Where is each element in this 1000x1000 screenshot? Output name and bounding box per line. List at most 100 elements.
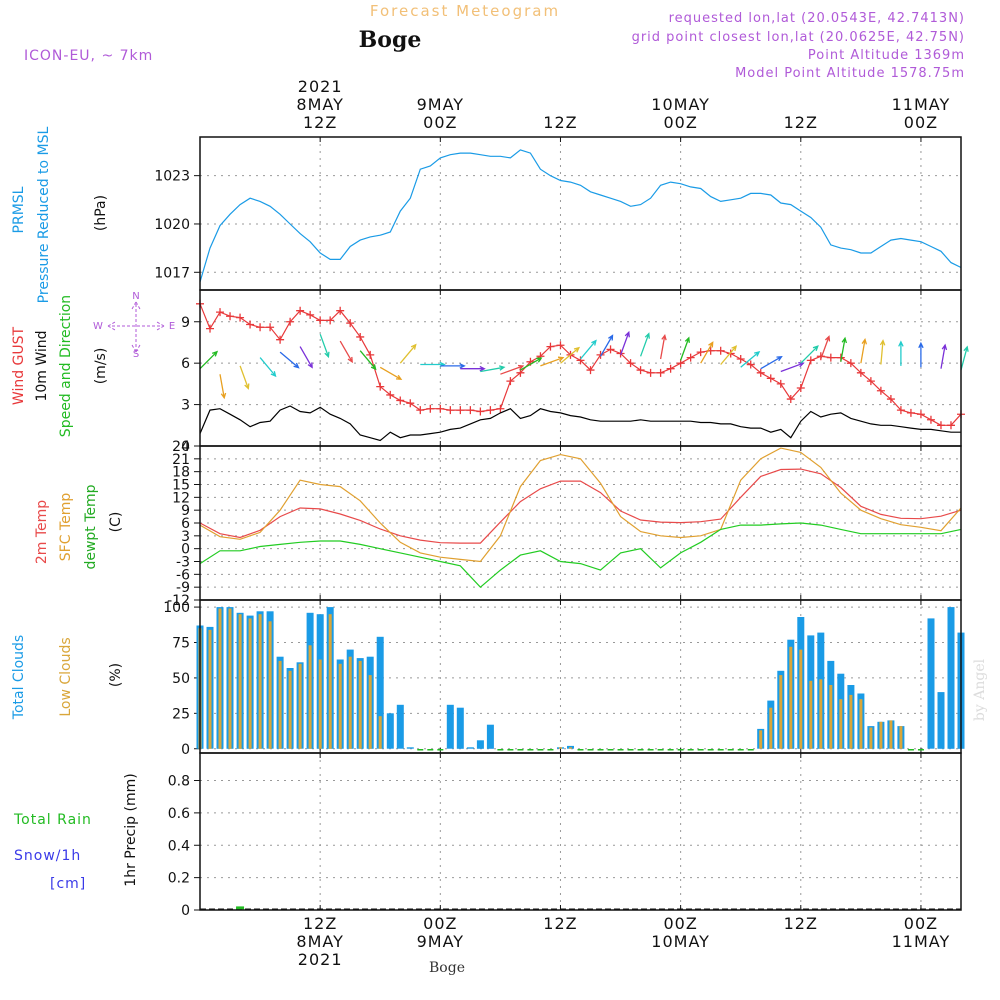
low-cloud-bar xyxy=(338,663,342,749)
wind-arrow xyxy=(740,350,761,368)
low-cloud-bar xyxy=(559,747,562,749)
y-tick-label: 1017 xyxy=(154,265,190,281)
y-tick-label: 21 xyxy=(172,452,190,468)
gust-marker xyxy=(916,410,925,419)
gust-marker xyxy=(296,306,305,315)
gust-marker xyxy=(556,341,565,350)
clouds-panel: 0 25 50 75 100 xyxy=(163,599,965,758)
direction-key-cross xyxy=(107,301,165,353)
y-tick-label: -3 xyxy=(176,555,190,571)
bottom-time-label: 00Z xyxy=(663,914,697,933)
low-cloud-bar xyxy=(258,614,262,749)
low-cloud-bar xyxy=(809,680,813,749)
top-time-label: 10MAY xyxy=(651,95,710,114)
y-tick-label: 1020 xyxy=(154,217,190,233)
total-cloud-bar xyxy=(446,704,454,749)
direction-key-s: S xyxy=(133,349,139,360)
gust-marker xyxy=(626,359,635,368)
y-tick-label: 0 xyxy=(181,542,190,558)
gust-marker xyxy=(466,406,475,415)
gust-marker xyxy=(646,368,655,377)
y-tick-label: -6 xyxy=(176,567,190,583)
wind-arrow xyxy=(820,335,831,360)
y-tick-label: 9 xyxy=(181,315,190,331)
wind-ylabels: Wind GUST 10m Wind Speed and Direction (… xyxy=(11,291,175,437)
low-cloud-bar xyxy=(869,727,873,749)
gust-marker xyxy=(336,306,345,315)
y-tick-label: 24 xyxy=(172,439,190,455)
y-tick-label: 50 xyxy=(172,671,190,687)
top-time-label: 12Z xyxy=(784,113,818,132)
gust-marker xyxy=(206,324,215,333)
low-clouds-label: Low Clouds xyxy=(58,637,74,716)
panel-frame xyxy=(199,752,962,911)
dewpt-temp-label: dewpt Temp xyxy=(83,484,99,569)
wind-arrow xyxy=(520,357,543,371)
gust-marker xyxy=(346,319,355,328)
top-time-label: 12Z xyxy=(543,113,577,132)
location-title: Boge xyxy=(359,27,422,53)
total-cloud-bar xyxy=(456,707,464,749)
total-cloud-bar xyxy=(947,607,955,749)
series-2m-temp xyxy=(199,468,962,544)
gust-marker xyxy=(846,359,855,368)
y-tick-label: 6 xyxy=(181,516,190,532)
wind-arrow xyxy=(540,356,565,367)
gust-marker xyxy=(596,350,605,359)
wind-arrow xyxy=(940,343,948,369)
wind-arrow xyxy=(259,357,277,378)
bottom-time-label: 00Z xyxy=(423,914,457,933)
low-cloud-bar xyxy=(769,707,773,749)
y-tick-label: 12 xyxy=(172,490,190,506)
direction-key-w: W xyxy=(93,321,103,332)
series-dewpt-temp xyxy=(199,522,962,589)
y-tick-label: 0 xyxy=(181,903,190,919)
gust-marker xyxy=(486,406,495,415)
gust-marker xyxy=(496,404,505,413)
gust-marker xyxy=(776,379,785,388)
gust-marker xyxy=(666,364,675,373)
requested-coords: requested lon,lat (20.0543E, 42.7413N) xyxy=(669,11,965,26)
gust-marker xyxy=(456,406,465,415)
bottom-time-label: 2021 xyxy=(298,950,343,969)
total-cloud-bar xyxy=(466,747,474,749)
precip-unit-label: 1hr Precip (mm) xyxy=(123,773,139,886)
bottom-time-label: 00Z xyxy=(904,914,938,933)
y-tick-label: 0.6 xyxy=(168,806,190,822)
direction-key-e: E xyxy=(169,321,175,332)
low-cloud-bar xyxy=(308,645,312,749)
wind-arrow xyxy=(279,351,300,369)
gust-marker xyxy=(476,407,485,416)
series-sfc-temp xyxy=(199,447,962,563)
wind-arrow xyxy=(219,374,227,400)
total-rain-label: Total Rain xyxy=(13,812,92,828)
gust-marker xyxy=(936,421,945,430)
gust-marker xyxy=(826,353,835,362)
gust-marker xyxy=(606,345,615,354)
chart-title: Forecast Meteogram xyxy=(370,2,560,20)
low-cloud-bar xyxy=(879,721,883,749)
gust-marker xyxy=(926,415,935,424)
wind-unit-label: (m/s) xyxy=(93,348,109,385)
wind-10m-label: 10m Wind xyxy=(34,330,50,401)
low-cloud-bar xyxy=(248,618,252,749)
gust-marker xyxy=(586,366,595,375)
gust-marker xyxy=(276,335,285,344)
panel-frame xyxy=(199,289,962,447)
clouds-unit-label: (%) xyxy=(108,663,124,687)
gust-marker xyxy=(696,348,705,357)
low-cloud-bar xyxy=(829,685,833,749)
wind-arrow xyxy=(560,346,581,364)
wind-arrow xyxy=(460,365,486,372)
bottom-time-label: 12Z xyxy=(543,914,577,933)
sfc-temp-label: SFC Temp xyxy=(58,493,74,562)
top-time-label: 00Z xyxy=(663,113,697,132)
bottom-time-label: 8MAY xyxy=(296,932,343,951)
gust-marker xyxy=(356,332,365,341)
wind-arrow xyxy=(580,339,597,360)
low-cloud-bar xyxy=(318,659,322,749)
wind-arrow xyxy=(639,332,650,357)
